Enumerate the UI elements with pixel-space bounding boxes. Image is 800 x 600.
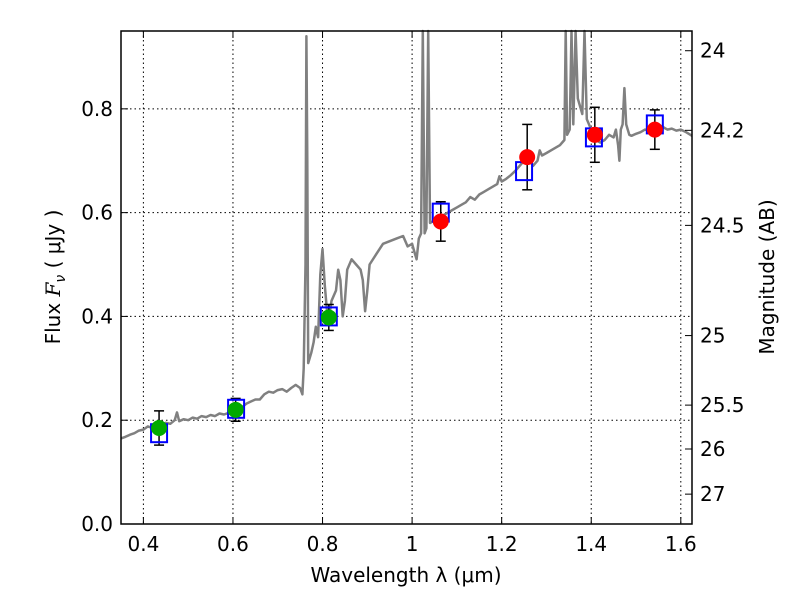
- x-tick-label: 1.2: [486, 532, 518, 556]
- x-tick-label: 1.4: [575, 532, 607, 556]
- x-tick-label: 0.4: [127, 532, 159, 556]
- y-tick-label: 0.6: [81, 201, 113, 225]
- photometry-point: [151, 419, 168, 436]
- photometry-point: [227, 401, 244, 418]
- y-axis-label-subscript: ν: [53, 275, 69, 283]
- y2-tick-label: 24.5: [700, 213, 745, 237]
- y2-tick-label: 26: [700, 437, 725, 461]
- photometry-point: [646, 121, 663, 138]
- y-axis-label: Flux Fν ( μJy ): [41, 210, 69, 345]
- y-tick-label: 0.4: [81, 304, 113, 328]
- x-tick-label: 1.6: [665, 532, 697, 556]
- y2-tick-label: 24: [700, 39, 725, 63]
- y-axis-label-symbol: F: [41, 281, 65, 297]
- plot-frame: [120, 30, 693, 525]
- model-band-square: [515, 161, 534, 182]
- tick-labels: 0.4 0.6 0.8 1 1.2 1.4 1.6 0.0 0.2 0.4 0.6 0.8 24 24.2…: [81, 39, 744, 556]
- y2-tick-label: 24.2: [700, 118, 745, 142]
- x-axis-label: Wavelength λ (μm): [310, 563, 501, 587]
- y2-tick-label: 27: [700, 482, 725, 506]
- y-tick-label: 0.0: [81, 512, 113, 536]
- axis-ticks: [121, 31, 692, 525]
- y2-tick-label: 25.5: [700, 393, 745, 417]
- y-tick-label: 0.2: [81, 408, 113, 432]
- grid-lines: [121, 31, 692, 524]
- photometry-layer: [150, 106, 664, 446]
- spectrum-layer: [120, 29, 693, 440]
- x-tick-label: 0.8: [307, 532, 339, 556]
- y-axis-label-prefix: Flux: [41, 296, 65, 344]
- y2-axis-label: Magnitude (AB): [755, 199, 779, 354]
- spectrum-line: [120, 29, 693, 440]
- photometry-point: [432, 213, 449, 230]
- y2-tick-label: 25: [700, 324, 725, 348]
- photometry-point: [519, 149, 536, 166]
- y-axis-label-unit: ( μJy ): [41, 210, 65, 275]
- x-tick-label: 1: [406, 532, 419, 556]
- y-tick-label: 0.8: [81, 97, 113, 121]
- photometry-point: [586, 126, 603, 143]
- photometry-point: [320, 309, 337, 326]
- x-tick-label: 0.6: [217, 532, 249, 556]
